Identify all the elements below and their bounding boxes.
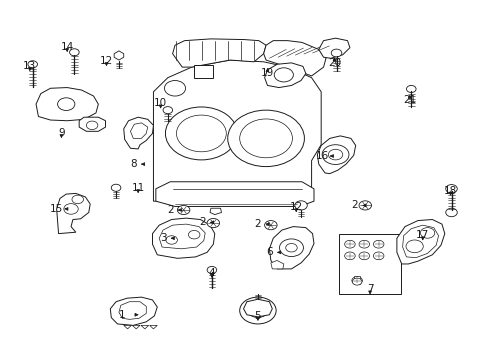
Circle shape (327, 149, 342, 160)
Polygon shape (263, 41, 325, 76)
Circle shape (164, 81, 185, 96)
Circle shape (358, 252, 369, 260)
Polygon shape (130, 123, 147, 138)
Circle shape (86, 121, 98, 130)
Polygon shape (243, 299, 272, 317)
Circle shape (239, 297, 276, 324)
Circle shape (420, 228, 434, 238)
Circle shape (344, 240, 354, 248)
Text: 10: 10 (154, 98, 167, 108)
Text: 3: 3 (160, 233, 166, 243)
Polygon shape (194, 66, 213, 78)
Circle shape (264, 221, 277, 230)
Circle shape (177, 206, 189, 215)
Circle shape (330, 49, 341, 57)
Circle shape (445, 208, 456, 217)
Text: 5: 5 (254, 311, 261, 321)
Circle shape (344, 252, 354, 260)
Text: 2: 2 (351, 201, 357, 210)
Polygon shape (123, 325, 131, 329)
Circle shape (322, 145, 348, 165)
Polygon shape (209, 208, 221, 215)
Circle shape (358, 201, 371, 210)
Polygon shape (353, 276, 360, 284)
Polygon shape (110, 297, 157, 325)
Text: 21: 21 (403, 95, 416, 105)
Polygon shape (123, 117, 153, 149)
Text: 2: 2 (199, 217, 205, 227)
Text: 2: 2 (254, 219, 261, 229)
Circle shape (176, 115, 226, 152)
Text: 16: 16 (315, 151, 328, 161)
Circle shape (207, 266, 216, 274)
Text: 18: 18 (443, 186, 456, 195)
Circle shape (406, 85, 415, 93)
Circle shape (358, 240, 369, 248)
Text: 8: 8 (130, 159, 136, 169)
Circle shape (239, 119, 292, 158)
Polygon shape (318, 38, 349, 58)
Circle shape (227, 110, 304, 167)
Polygon shape (79, 117, 105, 131)
Text: 13: 13 (23, 61, 37, 71)
Polygon shape (57, 193, 90, 234)
Polygon shape (153, 60, 321, 201)
Text: 1: 1 (119, 310, 125, 320)
Circle shape (58, 98, 75, 111)
Circle shape (351, 277, 362, 284)
Circle shape (294, 201, 306, 210)
Circle shape (445, 185, 456, 193)
Circle shape (279, 239, 303, 257)
Circle shape (165, 236, 177, 244)
Text: 11: 11 (131, 183, 144, 193)
Circle shape (373, 240, 383, 248)
Circle shape (188, 230, 200, 239)
Text: 6: 6 (265, 247, 272, 257)
Text: 9: 9 (58, 128, 64, 138)
Circle shape (165, 107, 237, 160)
Text: 19: 19 (260, 68, 274, 78)
Polygon shape (270, 260, 283, 269)
Polygon shape (119, 302, 146, 319)
Circle shape (285, 243, 297, 252)
Bar (339, 234, 400, 294)
Polygon shape (141, 325, 148, 329)
Polygon shape (402, 225, 438, 258)
Circle shape (351, 278, 361, 285)
Polygon shape (156, 182, 313, 207)
Polygon shape (269, 226, 313, 269)
Polygon shape (396, 220, 444, 264)
Circle shape (64, 204, 78, 214)
Polygon shape (149, 325, 157, 329)
Text: 7: 7 (366, 284, 373, 294)
Polygon shape (114, 51, 123, 60)
Circle shape (373, 252, 383, 260)
Text: 4: 4 (208, 268, 215, 278)
Text: 15: 15 (50, 204, 63, 214)
Polygon shape (317, 136, 355, 174)
Text: 2: 2 (166, 205, 173, 215)
Circle shape (69, 49, 79, 56)
Circle shape (163, 107, 172, 114)
Circle shape (274, 68, 293, 82)
Polygon shape (36, 87, 98, 121)
Text: 12: 12 (100, 56, 113, 66)
Circle shape (248, 303, 267, 318)
Text: 20: 20 (327, 58, 341, 68)
Circle shape (207, 219, 219, 228)
Polygon shape (152, 218, 214, 258)
Polygon shape (132, 325, 140, 329)
Circle shape (28, 61, 38, 68)
Polygon shape (264, 63, 305, 87)
Text: 17: 17 (415, 230, 428, 240)
Circle shape (111, 184, 121, 191)
Polygon shape (172, 39, 265, 67)
Polygon shape (159, 224, 205, 249)
Text: 14: 14 (61, 42, 74, 52)
Circle shape (405, 240, 423, 253)
Text: 12: 12 (289, 202, 302, 212)
Circle shape (72, 195, 83, 204)
